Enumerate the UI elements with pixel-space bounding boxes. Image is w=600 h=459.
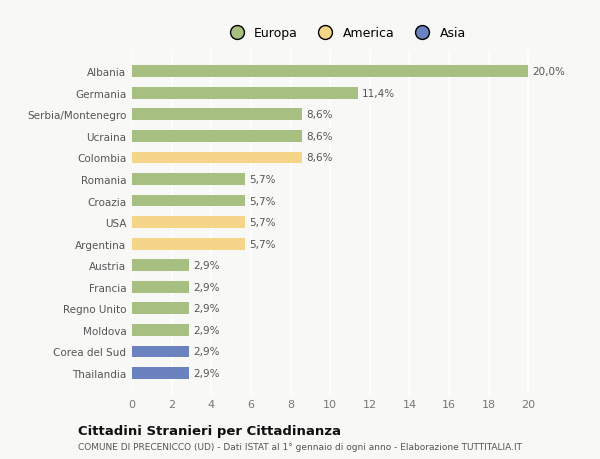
Legend: Europa, America, Asia: Europa, America, Asia bbox=[219, 22, 471, 45]
Bar bbox=[132, 346, 190, 358]
Text: 5,7%: 5,7% bbox=[249, 196, 275, 206]
Text: COMUNE DI PRECENICCO (UD) - Dati ISTAT al 1° gennaio di ogni anno - Elaborazione: COMUNE DI PRECENICCO (UD) - Dati ISTAT a… bbox=[78, 442, 522, 451]
Text: 2,9%: 2,9% bbox=[193, 325, 220, 335]
Bar bbox=[132, 152, 302, 164]
Bar bbox=[132, 131, 302, 142]
Text: 5,7%: 5,7% bbox=[249, 174, 275, 185]
Bar bbox=[132, 324, 190, 336]
Text: 5,7%: 5,7% bbox=[249, 218, 275, 228]
Text: 2,9%: 2,9% bbox=[193, 347, 220, 357]
Bar bbox=[132, 195, 245, 207]
Bar bbox=[132, 217, 245, 229]
Bar bbox=[132, 238, 245, 250]
Text: 8,6%: 8,6% bbox=[307, 110, 333, 120]
Bar bbox=[132, 367, 190, 379]
Bar bbox=[132, 303, 190, 314]
Bar bbox=[132, 88, 358, 100]
Bar bbox=[132, 260, 190, 272]
Text: 20,0%: 20,0% bbox=[532, 67, 565, 77]
Text: 11,4%: 11,4% bbox=[362, 89, 395, 99]
Text: 8,6%: 8,6% bbox=[307, 153, 333, 163]
Bar bbox=[132, 281, 190, 293]
Text: 5,7%: 5,7% bbox=[249, 239, 275, 249]
Bar bbox=[132, 109, 302, 121]
Text: 8,6%: 8,6% bbox=[307, 132, 333, 141]
Bar bbox=[132, 66, 528, 78]
Text: 2,9%: 2,9% bbox=[193, 282, 220, 292]
Text: 2,9%: 2,9% bbox=[193, 368, 220, 378]
Bar bbox=[132, 174, 245, 185]
Text: Cittadini Stranieri per Cittadinanza: Cittadini Stranieri per Cittadinanza bbox=[78, 425, 341, 437]
Text: 2,9%: 2,9% bbox=[193, 304, 220, 313]
Text: 2,9%: 2,9% bbox=[193, 261, 220, 271]
